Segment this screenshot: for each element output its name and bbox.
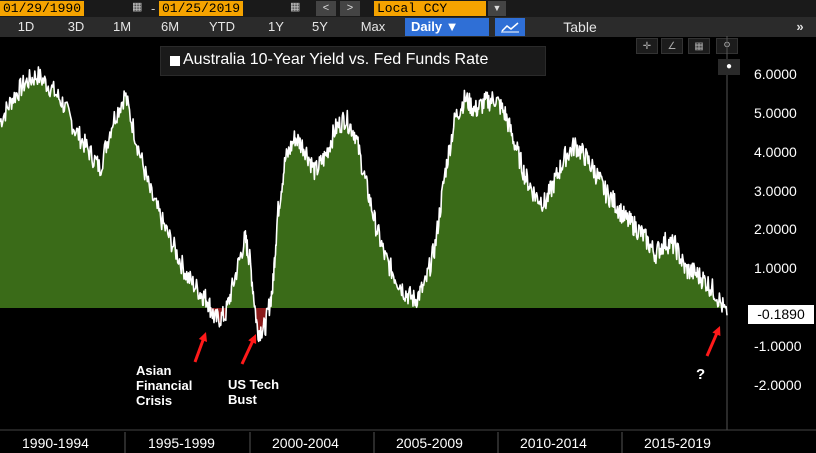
period-6m-button[interactable]: 6M [160, 19, 180, 34]
end-date-field[interactable]: 01/25/2019 [159, 1, 244, 16]
y-tick-label: 2.0000 [754, 221, 797, 238]
period-1y-button[interactable]: 1Y [268, 19, 284, 34]
y-tick-label: -1.0000 [754, 337, 802, 354]
last-value-badge: -0.1890 [748, 305, 814, 324]
grid-icon[interactable]: ▦ [688, 38, 710, 54]
y-tick-label: -2.0000 [754, 376, 802, 393]
period-5y-button[interactable]: 5Y [312, 19, 328, 34]
legend-swatch [170, 56, 180, 66]
calendar-icon[interactable]: ▦ [290, 1, 301, 13]
crosshair-icon[interactable]: ✛ [636, 38, 658, 54]
start-date-field[interactable]: 01/29/1990 [0, 1, 85, 16]
spread-line [0, 66, 728, 343]
pencil-icon[interactable]: ∠ [661, 38, 683, 54]
y-tick-label: 5.0000 [754, 105, 797, 121]
spread-area [0, 66, 727, 308]
period-3d-button[interactable]: 3D [67, 19, 85, 34]
annotation-arrows [193, 326, 721, 365]
annotation-tech-bust: US Tech Bust [228, 377, 280, 407]
x-tick-label: 2010-2014 [520, 435, 587, 451]
annotation-arrow [705, 326, 721, 357]
table-button[interactable]: Table [563, 19, 597, 35]
period-1d-button[interactable]: 1D [17, 19, 35, 34]
period-max-button[interactable]: Max [360, 19, 386, 34]
chevron-down-icon[interactable]: ▼ [488, 1, 506, 16]
x-tick-label: 1990-1994 [22, 435, 89, 451]
more-options-button[interactable]: » [796, 19, 804, 34]
x-tick-label: 2000-2004 [272, 435, 339, 451]
date-range-toolbar: 01/29/1990 ▦ - 01/25/2019 ▦ < > Local CC… [0, 0, 816, 17]
annotation-asian-crisis: Asian Financial Crisis [136, 363, 193, 408]
chart-axes [0, 36, 816, 453]
y-tick-label: 6.0000 [754, 66, 797, 83]
chart-title: Australia 10-Year Yield vs. Fed Funds Ra… [183, 51, 489, 68]
date-separator: - [151, 1, 156, 16]
chart-legend: Australia 10-Year Yield vs. Fed Funds Ra… [160, 46, 546, 76]
gear-icon[interactable]: ● [718, 59, 740, 75]
x-tick-label: 1995-1999 [148, 435, 215, 451]
calendar-icon[interactable]: ▦ [132, 1, 143, 13]
currency-select[interactable]: Local CCY [374, 1, 486, 16]
y-tick-label: 3.0000 [754, 182, 797, 199]
y-tick-label: 4.0000 [754, 143, 797, 160]
x-tick-label: 2005-2009 [396, 435, 463, 451]
prev-period-button[interactable]: < [316, 1, 336, 16]
annotation-arrow [193, 332, 207, 363]
y-tick-label: 1.0000 [754, 260, 797, 277]
frequency-select[interactable]: Daily ▼ [405, 18, 489, 36]
x-tick-label: 2015-2019 [644, 435, 711, 451]
line-chart-icon[interactable] [495, 18, 525, 36]
period-ytd-button[interactable]: YTD [209, 19, 235, 34]
period-1m-button[interactable]: 1M [112, 19, 132, 34]
next-period-button[interactable]: > [340, 1, 360, 16]
annotation-question: ? [696, 366, 706, 383]
annotation-arrow [240, 334, 257, 365]
period-toolbar: 1D 3D 1M 6M YTD 1Y 5Y Max Daily ▼ Table … [0, 17, 816, 37]
